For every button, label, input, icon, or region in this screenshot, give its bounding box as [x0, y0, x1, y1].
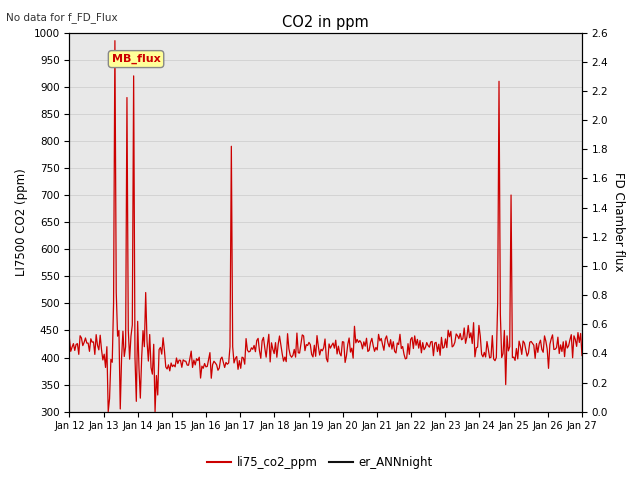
- Title: CO2 in ppm: CO2 in ppm: [282, 15, 369, 30]
- Legend: li75_co2_ppm, er_ANNnight: li75_co2_ppm, er_ANNnight: [202, 452, 438, 474]
- Y-axis label: FD Chamber flux: FD Chamber flux: [612, 172, 625, 272]
- Y-axis label: LI7500 CO2 (ppm): LI7500 CO2 (ppm): [15, 168, 28, 276]
- Text: MB_flux: MB_flux: [111, 54, 161, 64]
- Text: No data for f_FD_Flux: No data for f_FD_Flux: [6, 12, 118, 23]
